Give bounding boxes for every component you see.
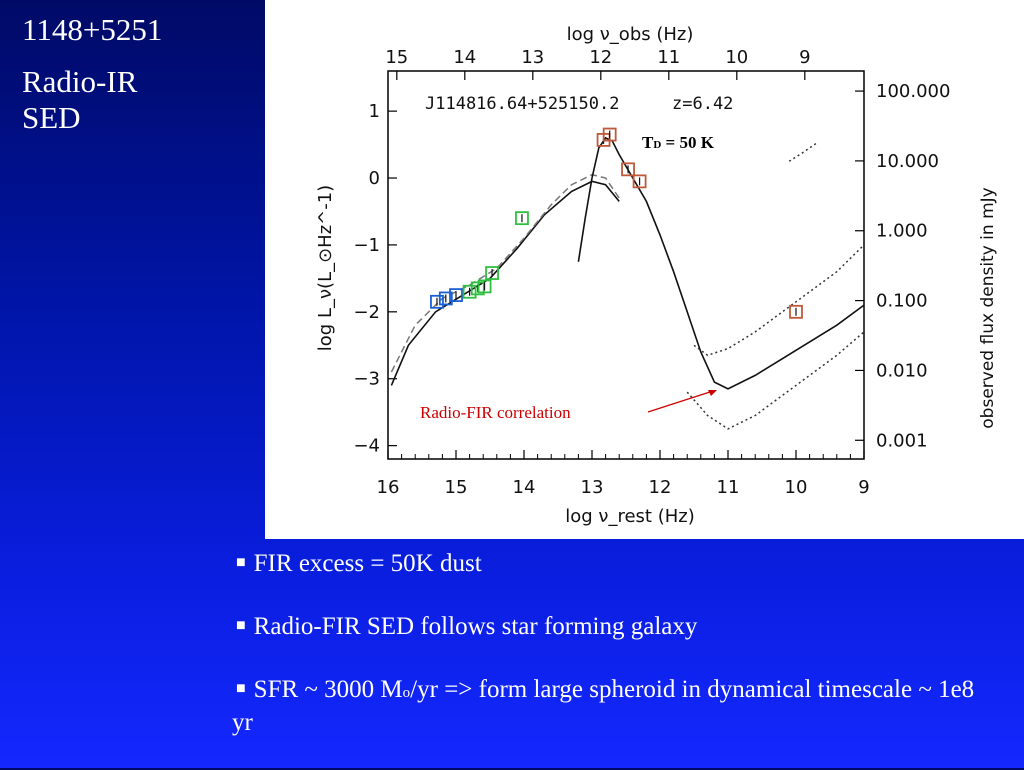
- blue-data-point: [430, 294, 444, 309]
- points-layer: [430, 127, 803, 319]
- bullet-radio-fir: ■ Radio-FIR SED follows star forming gala…: [232, 611, 992, 642]
- temperature-subscript: D: [653, 139, 661, 151]
- x-top-tick-label: 9: [799, 47, 810, 68]
- sed-series-4: [693, 244, 865, 357]
- series-layer: [390, 136, 865, 430]
- green-data-point: [477, 279, 492, 294]
- x-top-tick-label: 15: [385, 47, 408, 68]
- y-axis-left-label: log L_ν(L_⊙Hz^-1): [315, 185, 336, 351]
- x-axis-top: 15 14 13 12 11 10 9: [385, 47, 811, 80]
- x-bottom-tick-label: 12: [649, 477, 672, 498]
- green-data-point: [515, 211, 529, 226]
- y-left-tick-label: 1: [369, 101, 380, 122]
- sed-chart: 16 15 14 13 12 11 10 9 15 14 13 12 11 10 9 10−1−2−3−4…: [315, 24, 998, 527]
- x-top-tick-label: 13: [521, 47, 544, 68]
- bullet-sfr: ■ SFR ~ 3000 Mo/yr => form large spheroid…: [232, 674, 992, 738]
- x-axis-bottom-label: log ν_rest (Hz): [565, 506, 694, 527]
- x-top-tick-label: 14: [453, 47, 476, 68]
- y-right-tick-label: 0.100: [876, 291, 928, 312]
- bullet-marker-icon: ■: [236, 617, 246, 634]
- y-axis-right: 100.000 10.000 1.000 0.100 0.010 0.001: [855, 81, 950, 451]
- x-top-tick-label: 12: [589, 47, 612, 68]
- plot-frame: [387, 70, 865, 460]
- sed-chart-panel: 16 15 14 13 12 11 10 9 15 14 13 12 11 10 9 1 0 −1 −2 −3 −4…: [265, 0, 1024, 539]
- y-left-tick-label: −4: [353, 436, 380, 457]
- y-right-tick-label: 0.001: [876, 430, 928, 451]
- x-bottom-tick-label: 10: [785, 477, 808, 498]
- temperature-value: = 50 K: [661, 133, 714, 152]
- bullet-text-pre: SFR ~ 3000 M: [253, 676, 403, 703]
- y-left-tick-label: −2: [353, 302, 380, 323]
- y-right-tick-label: 1.000: [876, 221, 928, 242]
- bullet-subscript: o: [402, 685, 411, 701]
- y-right-tick-label: 100.000: [876, 81, 950, 102]
- x-bottom-tick-label: 16: [377, 477, 400, 498]
- y-right-tick-label: 0.010: [876, 360, 928, 381]
- red-data-point: [632, 174, 647, 189]
- bullet-text-post: /yr => form large spheroid in dynamical …: [232, 676, 975, 736]
- x-bottom-tick-label: 15: [445, 477, 468, 498]
- green-data-point: [485, 266, 499, 280]
- x-bottom-tick-label: 9: [858, 477, 869, 498]
- title-line-radio-ir: Radio-IR: [22, 64, 138, 99]
- bullet-list: ■ FIR excess = 50K dust ■ Radio-FIR SED fo…: [232, 548, 992, 770]
- x-bottom-tick-label: 13: [581, 477, 604, 498]
- x-top-tick-label: 11: [657, 47, 680, 68]
- y-left-tick-label: −3: [353, 369, 380, 390]
- y-left-tick-label: −1: [353, 235, 380, 256]
- red-data-point: [789, 304, 803, 319]
- x-bottom-tick-label: 11: [717, 477, 740, 498]
- bullet-marker-icon: ■: [236, 554, 246, 571]
- object-label: J114816.64+525150.2: [425, 94, 619, 114]
- y-axis-left: 1 0 −1 −2 −3 −4: [353, 101, 397, 457]
- slide-title: 1148+5251 Radio-IR SED: [22, 12, 252, 136]
- sed-series-5: [686, 331, 865, 430]
- red-data-point: [602, 127, 617, 142]
- y-axis-right-label: observed flux density in mJy: [978, 187, 998, 428]
- x-top-tick-label: 10: [725, 47, 748, 68]
- temperature-annotation: TD = 50 K: [642, 133, 715, 152]
- blue-data-point: [438, 291, 453, 306]
- red-data-point: [621, 162, 635, 177]
- temperature-prefix: T: [642, 133, 654, 152]
- blue-data-point: [449, 288, 463, 303]
- y-right-tick-label: 10.000: [876, 151, 939, 172]
- sed-series-2: [390, 173, 620, 373]
- y-left-tick-label: 0: [369, 168, 380, 189]
- bullet-text: Radio-FIR SED follows star forming galax…: [253, 613, 698, 640]
- sed-series-6: [788, 142, 817, 162]
- bullet-text: FIR excess = 50K dust: [253, 550, 482, 577]
- redshift-label: z=6.42: [672, 94, 733, 114]
- radio-fir-annotation: Radio-FIR correlation: [420, 403, 571, 422]
- sed-series-1: [390, 180, 620, 386]
- x-axis-bottom: 16 15 14 13 12 11 10 9: [377, 450, 870, 498]
- bullet-fir-excess: ■ FIR excess = 50K dust: [232, 548, 992, 579]
- radio-fir-arrow: [647, 390, 714, 413]
- bullet-marker-icon: ■: [236, 680, 246, 697]
- green-data-point: [462, 284, 477, 299]
- title-object-name: 1148+5251: [22, 12, 163, 47]
- title-line-sed: SED: [22, 100, 81, 135]
- x-bottom-tick-label: 14: [513, 477, 536, 498]
- radio-fir-arrowhead: [708, 390, 717, 396]
- x-axis-top-label: log ν_obs (Hz): [567, 24, 694, 45]
